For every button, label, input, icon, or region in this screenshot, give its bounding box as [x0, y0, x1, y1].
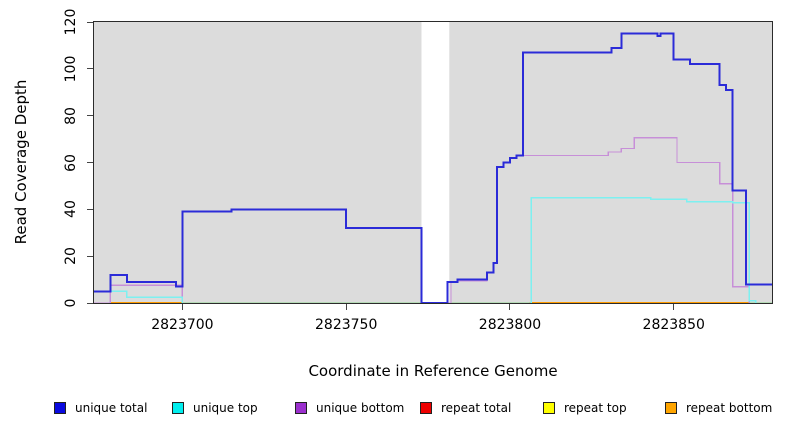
legend-label: unique bottom: [316, 401, 405, 415]
x-tick-label: 2823800: [478, 317, 542, 333]
repeat-bottom-swatch-icon: [665, 402, 677, 414]
legend-label: repeat total: [441, 401, 512, 415]
legend-label: repeat bottom: [686, 401, 773, 415]
legend-item-repeat-total: repeat total: [420, 400, 511, 416]
x-tick-label: 2823700: [151, 317, 214, 333]
series-line-unique-bottom: [447, 137, 750, 303]
series-canvas: [94, 22, 772, 303]
unique-bottom-swatch-icon: [295, 402, 307, 414]
legend-label: unique total: [75, 401, 148, 415]
y-tick-label: 20: [63, 247, 79, 266]
x-tick-mark: [673, 304, 675, 310]
y-tick-label: 120: [63, 8, 79, 36]
legend-item-unique-total: unique total: [54, 400, 147, 416]
y-tick-mark: [87, 162, 93, 163]
y-tick-label: 80: [63, 106, 79, 125]
x-tick-label: 2823750: [315, 317, 378, 333]
series-line-unique-top: [529, 196, 757, 303]
y-tick-label: 0: [63, 298, 79, 308]
x-tick-label: 2823850: [642, 317, 705, 333]
legend-item-unique-top: unique top: [172, 400, 258, 416]
y-tick-mark: [87, 255, 93, 257]
x-tick-mark: [181, 304, 183, 310]
unique-total-swatch-icon: [54, 402, 66, 414]
legend-label: unique top: [193, 401, 258, 415]
series-line-unique-top: [94, 290, 184, 303]
chart-legend: unique total unique top unique bottom re…: [0, 399, 792, 419]
y-tick-mark: [87, 68, 93, 70]
y-axis-title: Read Coverage Depth: [12, 79, 30, 245]
series-line-unique-total: [94, 32, 772, 303]
unique-top-swatch-icon: [172, 402, 184, 414]
legend-item-unique-bottom: unique bottom: [295, 400, 404, 416]
x-axis-title: Coordinate in Reference Genome: [308, 362, 558, 380]
x-tick-mark: [345, 304, 347, 310]
x-tick-mark: [509, 304, 511, 310]
legend-item-repeat-top: repeat top: [543, 400, 627, 416]
y-tick-mark: [87, 21, 93, 23]
y-tick-label: 60: [63, 153, 79, 172]
repeat-top-swatch-icon: [543, 402, 555, 414]
y-tick-mark: [87, 302, 93, 304]
legend-item-repeat-bottom: repeat bottom: [665, 400, 772, 416]
y-tick-mark: [87, 115, 93, 117]
y-tick-label: 40: [63, 200, 79, 219]
y-tick-mark: [87, 208, 93, 210]
masked-region-band: [421, 22, 450, 303]
series-line-unique-bottom: [94, 284, 184, 303]
y-tick-label: 100: [63, 55, 79, 83]
legend-label: repeat top: [564, 401, 627, 415]
plot-area: [93, 21, 773, 304]
repeat-total-swatch-icon: [420, 402, 432, 414]
